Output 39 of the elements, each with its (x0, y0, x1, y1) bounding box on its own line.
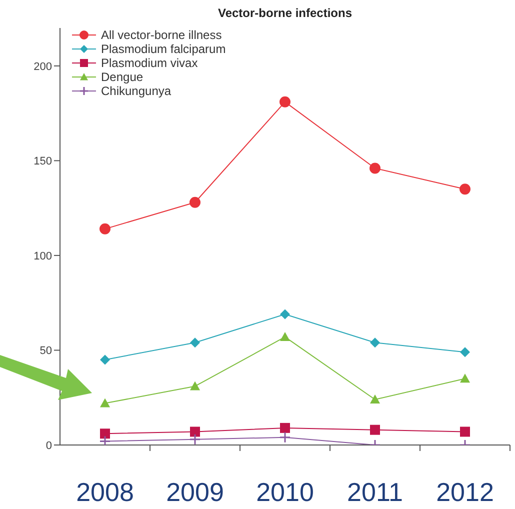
point (279, 432, 291, 444)
point (190, 381, 200, 390)
point (189, 434, 201, 445)
point (100, 428, 110, 439)
x-tick-label: 2012 (436, 477, 494, 507)
x-tick-label: 2009 (166, 477, 224, 507)
x-tick-label: 2008 (76, 477, 134, 507)
y-tick-label: 200 (34, 60, 52, 73)
chart-title: Vector-borne infections (216, 6, 354, 20)
legend-label: All vector-borne illness (101, 28, 222, 42)
point (100, 354, 110, 365)
point (460, 347, 470, 358)
point (190, 196, 200, 208)
point (280, 422, 290, 433)
point (370, 394, 380, 404)
point (99, 435, 111, 445)
point (190, 338, 200, 348)
point (370, 338, 380, 348)
point (370, 162, 380, 174)
x-tick-label: 2010 (256, 477, 314, 507)
legend-label: Plasmodium falciparum (101, 42, 226, 56)
point (370, 424, 380, 435)
point (100, 223, 110, 234)
point (460, 426, 470, 437)
point (280, 332, 290, 341)
legend-label: Chikungunya (101, 84, 172, 98)
legend-label: Dengue (101, 70, 144, 84)
y-tick-label: 0 (46, 440, 52, 452)
y-tick-label: 100 (34, 250, 52, 262)
point (460, 184, 470, 195)
y-tick-label: 150 (34, 156, 52, 168)
point (280, 96, 290, 108)
legend-label: Plasmodium vivax (101, 56, 198, 70)
x-tick-label: 2011 (347, 477, 403, 507)
point (460, 374, 470, 383)
point (190, 426, 200, 437)
y-tick-label: 50 (40, 345, 52, 358)
point (280, 309, 290, 320)
point (100, 398, 110, 408)
